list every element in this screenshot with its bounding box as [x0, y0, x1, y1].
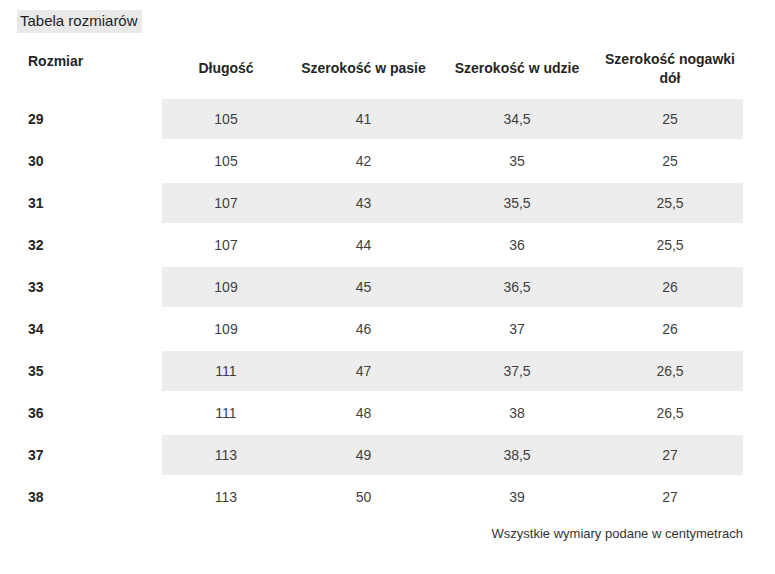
size-table: Rozmiar Długość Szerokość w pasie Szerok…	[20, 40, 743, 517]
column-header-rozmiar: Rozmiar	[20, 40, 162, 97]
size-table-header-row: Rozmiar Długość Szerokość w pasie Szerok…	[20, 40, 743, 97]
size-label: 29	[20, 99, 162, 139]
column-header-szerokosc-nogawki-dol: Szerokość nogawki dół	[597, 40, 743, 97]
size-label: 34	[20, 309, 162, 349]
measurement-value: 41	[290, 99, 437, 139]
table-row: 311074335,525,5	[20, 183, 743, 223]
measurement-value: 113	[162, 477, 290, 517]
measurement-value: 44	[290, 225, 437, 265]
column-header-szerokosc-w-pasie: Szerokość w pasie	[290, 40, 437, 97]
measurement-value: 27	[597, 435, 743, 475]
table-row: 351114737,526,5	[20, 351, 743, 391]
table-row: 38113503927	[20, 477, 743, 517]
size-chart-title: Tabela rozmiarów	[17, 10, 142, 33]
measurement-value: 35,5	[437, 183, 597, 223]
size-label: 37	[20, 435, 162, 475]
measurement-value: 45	[290, 267, 437, 307]
measurement-value: 27	[597, 477, 743, 517]
size-label: 38	[20, 477, 162, 517]
measurement-value: 111	[162, 351, 290, 391]
table-row: 371134938,527	[20, 435, 743, 475]
measurement-value: 26,5	[597, 393, 743, 433]
measurement-value: 36	[437, 225, 597, 265]
size-table-body: 291054134,52530105423525311074335,525,53…	[20, 99, 743, 517]
size-label: 30	[20, 141, 162, 181]
measurement-value: 48	[290, 393, 437, 433]
measurement-value: 43	[290, 183, 437, 223]
measurement-value: 46	[290, 309, 437, 349]
size-label: 32	[20, 225, 162, 265]
size-label: 35	[20, 351, 162, 391]
measurement-value: 107	[162, 225, 290, 265]
measurement-value: 105	[162, 141, 290, 181]
table-row: 34109463726	[20, 309, 743, 349]
measurement-value: 113	[162, 435, 290, 475]
size-label: 33	[20, 267, 162, 307]
measurement-value: 36,5	[437, 267, 597, 307]
table-row: 291054134,525	[20, 99, 743, 139]
measurement-value: 35	[437, 141, 597, 181]
column-header-szerokosc-w-udzie: Szerokość w udzie	[437, 40, 597, 97]
measurement-value: 105	[162, 99, 290, 139]
measurement-value: 49	[290, 435, 437, 475]
measurement-value: 47	[290, 351, 437, 391]
table-row: 36111483826,5	[20, 393, 743, 433]
measurement-value: 109	[162, 267, 290, 307]
section-title-row: Tabela rozmiarów	[20, 10, 775, 33]
measurement-value: 25,5	[597, 183, 743, 223]
measurement-value: 26,5	[597, 351, 743, 391]
measurement-value: 26	[597, 267, 743, 307]
units-footnote: Wszystkie wymiary podane w centymetrach	[20, 526, 743, 541]
size-label: 36	[20, 393, 162, 433]
measurement-value: 38	[437, 393, 597, 433]
measurement-value: 39	[437, 477, 597, 517]
column-header-dlugosc: Długość	[162, 40, 290, 97]
measurement-value: 42	[290, 141, 437, 181]
measurement-value: 38,5	[437, 435, 597, 475]
size-chart-section: Tabela rozmiarów Rozmiar Długość Szeroko…	[0, 0, 775, 574]
size-label: 31	[20, 183, 162, 223]
measurement-value: 25	[597, 141, 743, 181]
measurement-value: 107	[162, 183, 290, 223]
measurement-value: 111	[162, 393, 290, 433]
measurement-value: 25	[597, 99, 743, 139]
measurement-value: 34,5	[437, 99, 597, 139]
table-row: 32107443625,5	[20, 225, 743, 265]
table-row: 30105423525	[20, 141, 743, 181]
measurement-value: 25,5	[597, 225, 743, 265]
measurement-value: 109	[162, 309, 290, 349]
measurement-value: 26	[597, 309, 743, 349]
measurement-value: 37,5	[437, 351, 597, 391]
measurement-value: 50	[290, 477, 437, 517]
table-row: 331094536,526	[20, 267, 743, 307]
measurement-value: 37	[437, 309, 597, 349]
